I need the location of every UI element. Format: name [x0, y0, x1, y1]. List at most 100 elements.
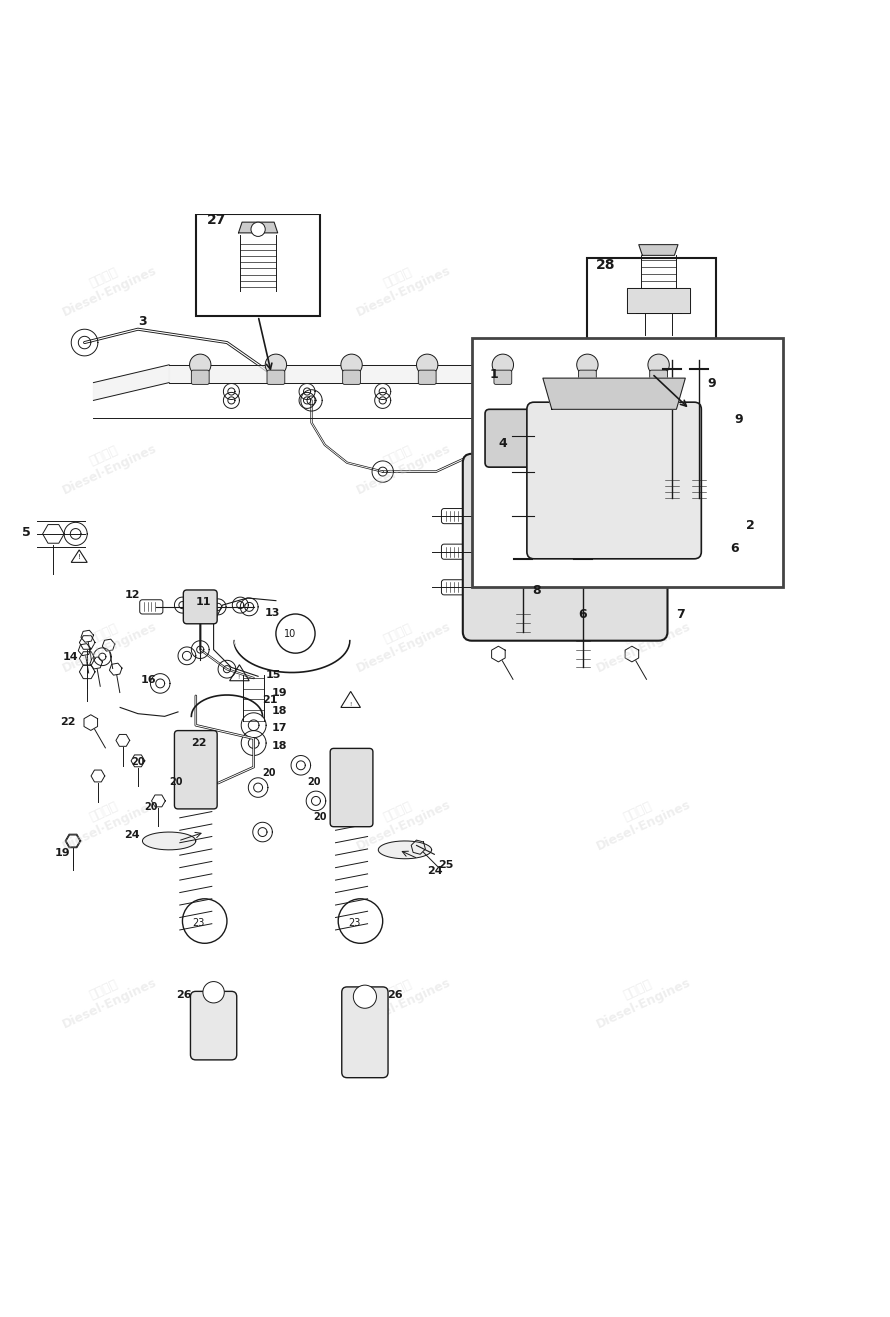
Text: 5: 5 [22, 525, 31, 539]
FancyBboxPatch shape [463, 454, 668, 640]
Polygon shape [543, 378, 685, 410]
Circle shape [417, 354, 438, 375]
FancyBboxPatch shape [494, 370, 512, 385]
Text: 18: 18 [271, 706, 287, 715]
Polygon shape [239, 223, 278, 233]
Circle shape [353, 985, 376, 1009]
Text: 紫发动力
Diesel·Engines: 紫发动力 Diesel·Engines [54, 428, 159, 497]
Polygon shape [93, 365, 169, 400]
Text: 4: 4 [498, 437, 507, 449]
Circle shape [265, 354, 287, 375]
Text: 紫发动力
Diesel·Engines: 紫发动力 Diesel·Engines [348, 785, 453, 853]
Text: 紫发动力
Diesel·Engines: 紫发动力 Diesel·Engines [588, 250, 693, 319]
Text: 27: 27 [206, 213, 226, 227]
Polygon shape [378, 842, 432, 859]
FancyBboxPatch shape [441, 544, 466, 560]
Circle shape [577, 354, 598, 375]
Text: 紫发动力
Diesel·Engines: 紫发动力 Diesel·Engines [588, 785, 693, 853]
FancyBboxPatch shape [342, 986, 388, 1077]
Text: 6: 6 [730, 541, 739, 554]
Text: 9: 9 [734, 412, 743, 425]
Text: 20: 20 [144, 802, 158, 811]
Text: 紫发动力
Diesel·Engines: 紫发动力 Diesel·Engines [54, 250, 159, 319]
FancyBboxPatch shape [527, 402, 701, 558]
Text: 20: 20 [132, 757, 145, 768]
Text: !: ! [350, 702, 352, 707]
Text: 紫发动力
Diesel·Engines: 紫发动力 Diesel·Engines [348, 606, 453, 676]
Text: 紫发动力
Diesel·Engines: 紫发动力 Diesel·Engines [54, 606, 159, 676]
Text: 19: 19 [271, 687, 287, 698]
FancyBboxPatch shape [330, 748, 373, 827]
Text: 7: 7 [676, 608, 685, 622]
Text: 24: 24 [125, 830, 141, 840]
FancyBboxPatch shape [441, 579, 466, 595]
FancyBboxPatch shape [140, 599, 163, 614]
Circle shape [341, 354, 362, 375]
Text: 紫发动力
Diesel·Engines: 紫发动力 Diesel·Engines [588, 606, 693, 676]
Text: 紫发动力
Diesel·Engines: 紫发动力 Diesel·Engines [54, 963, 159, 1031]
Text: 17: 17 [271, 723, 287, 734]
Circle shape [190, 354, 211, 375]
Bar [472, 338, 783, 587]
Text: 28: 28 [596, 258, 616, 271]
FancyBboxPatch shape [343, 370, 360, 385]
Text: 26: 26 [387, 990, 403, 1001]
Text: 10: 10 [284, 630, 296, 639]
FancyBboxPatch shape [267, 370, 285, 385]
Text: 22: 22 [191, 738, 206, 748]
Text: 23: 23 [348, 918, 360, 927]
Text: 3: 3 [138, 315, 147, 328]
Text: 20: 20 [169, 777, 182, 786]
Circle shape [492, 354, 514, 375]
FancyBboxPatch shape [441, 508, 466, 524]
Text: 紫发动力
Diesel·Engines: 紫发动力 Diesel·Engines [54, 785, 159, 853]
Text: 23: 23 [192, 918, 205, 927]
Text: 26: 26 [176, 990, 192, 1001]
Text: 20: 20 [307, 777, 320, 786]
Text: 15: 15 [265, 670, 280, 680]
Circle shape [251, 223, 265, 237]
Text: 20: 20 [263, 768, 276, 778]
Text: 紫发动力
Diesel·Engines: 紫发动力 Diesel·Engines [588, 963, 693, 1031]
Text: 2: 2 [746, 519, 755, 532]
FancyBboxPatch shape [183, 590, 217, 624]
Text: !: ! [238, 676, 239, 680]
Polygon shape [485, 365, 694, 400]
FancyBboxPatch shape [578, 370, 596, 385]
Text: 9: 9 [708, 377, 716, 390]
FancyBboxPatch shape [191, 370, 209, 385]
Text: !: ! [77, 554, 81, 560]
Circle shape [203, 981, 224, 1004]
Text: 21: 21 [263, 695, 278, 705]
Polygon shape [627, 288, 690, 313]
Text: 25: 25 [438, 860, 453, 869]
Polygon shape [169, 365, 485, 383]
Text: 紫发动力
Diesel·Engines: 紫发动力 Diesel·Engines [588, 428, 693, 497]
Text: 6: 6 [578, 608, 587, 622]
FancyBboxPatch shape [418, 370, 436, 385]
Text: 1: 1 [490, 369, 498, 381]
FancyBboxPatch shape [190, 992, 237, 1060]
Text: 11: 11 [196, 597, 211, 607]
Text: 14: 14 [62, 652, 78, 662]
FancyBboxPatch shape [174, 731, 217, 809]
Text: 12: 12 [125, 590, 140, 601]
FancyBboxPatch shape [485, 410, 645, 468]
Text: 8: 8 [532, 585, 541, 598]
Text: 紫发动力
Diesel·Engines: 紫发动力 Diesel·Engines [348, 963, 453, 1031]
Bar [196, 213, 320, 316]
Text: 22: 22 [61, 718, 76, 727]
Text: 紫发动力
Diesel·Engines: 紫发动力 Diesel·Engines [348, 428, 453, 497]
Polygon shape [142, 832, 196, 849]
Text: 19: 19 [55, 848, 71, 859]
Text: 18: 18 [271, 741, 287, 751]
Text: 20: 20 [313, 813, 327, 823]
Bar [587, 258, 716, 374]
Text: 13: 13 [264, 607, 279, 618]
Text: 24: 24 [427, 865, 443, 876]
Polygon shape [639, 245, 678, 255]
Circle shape [648, 354, 669, 375]
Text: 紫发动力
Diesel·Engines: 紫发动力 Diesel·Engines [348, 250, 453, 319]
Text: 16: 16 [141, 676, 157, 685]
FancyBboxPatch shape [650, 370, 668, 385]
